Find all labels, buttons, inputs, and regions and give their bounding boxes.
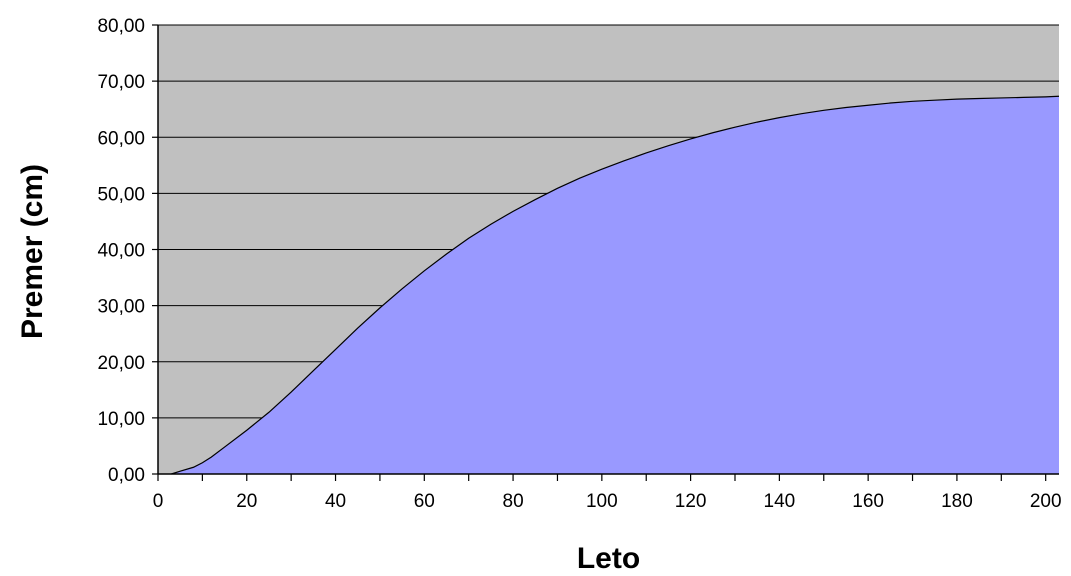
y-tick-label: 70,00: [97, 72, 145, 93]
x-axis-title: Leto: [577, 542, 640, 575]
series-line: [171, 95, 1060, 475]
y-tick-label: 20,00: [97, 353, 145, 374]
x-tick-label: 0: [153, 491, 164, 512]
area-fill: [171, 96, 1059, 474]
y-tick-label: 0,00: [108, 465, 145, 486]
y-tick-label: 30,00: [97, 297, 145, 318]
axes: [152, 24, 1059, 481]
y-tick-label: 10,00: [97, 409, 145, 430]
x-tick-labels: 0 20 40 60 80 100 120 140 160 180 200: [153, 491, 1062, 512]
x-tick-label: 180: [941, 491, 973, 512]
y-tick-label: 50,00: [97, 184, 145, 205]
x-tick-label: 140: [764, 491, 796, 512]
y-tick-label: 80,00: [97, 16, 145, 37]
x-tick-label: 20: [236, 491, 257, 512]
x-tick-label: 40: [325, 491, 346, 512]
x-tick-label: 160: [852, 491, 884, 512]
x-tick-label: 200: [1030, 491, 1062, 512]
y-tick-labels: 0,00 10,00 20,00 30,00 40,00 50,00 60,00 70,00 8…: [97, 16, 145, 486]
x-tick-label: 80: [503, 491, 524, 512]
x-tick-label: 60: [414, 491, 435, 512]
x-tick-label: 100: [586, 491, 618, 512]
x-tick-label: 120: [675, 491, 707, 512]
y-tick-label: 40,00: [97, 241, 145, 262]
y-tick-label: 60,00: [97, 128, 145, 149]
y-axis-title: Premer (cm): [16, 164, 49, 339]
